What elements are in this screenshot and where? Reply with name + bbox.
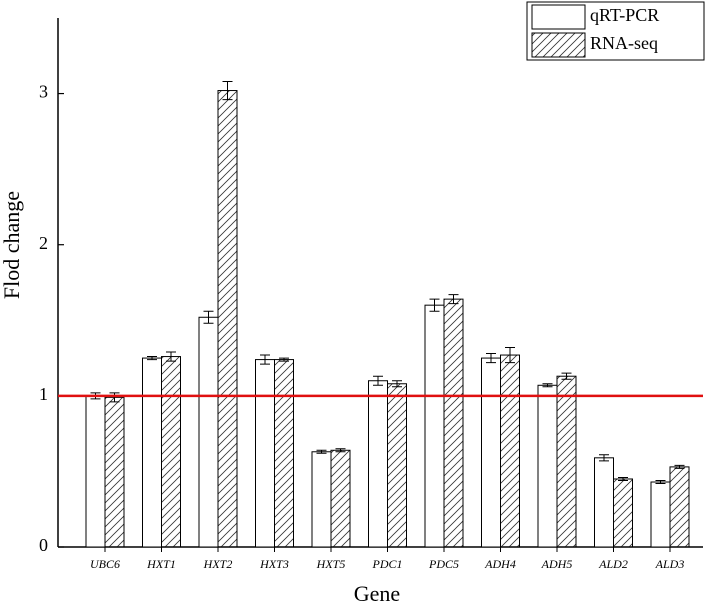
error-bar: [203, 310, 214, 324]
y-tick-label: 2: [39, 233, 48, 253]
x-tick-label: HXT3: [259, 557, 289, 571]
x-tick-label: PDC1: [372, 557, 403, 571]
legend-label: qRT-PCR: [590, 5, 659, 25]
error-bar: [448, 294, 459, 305]
bar: [255, 359, 275, 548]
error-bar: [674, 464, 685, 469]
bar: [424, 304, 445, 548]
error-bar: [599, 454, 609, 462]
bar: [650, 481, 671, 548]
x-tick-label: HXT5: [316, 557, 346, 571]
bar: [537, 384, 558, 548]
bar: [368, 380, 388, 548]
bar: [330, 449, 351, 548]
error-bar: [316, 449, 327, 454]
bar: [443, 298, 464, 548]
bar: [274, 359, 294, 548]
error-bar: [486, 353, 496, 364]
x-tick-label: HXT1: [146, 557, 176, 571]
bar: [217, 90, 238, 548]
x-tick-label: ADH5: [541, 557, 573, 571]
x-tick-label: HXT2: [203, 557, 233, 571]
error-bar: [222, 80, 233, 101]
x-tick-label: PDC5: [428, 557, 459, 571]
y-tick-label: 1: [39, 384, 48, 404]
y-tick-label: 0: [39, 535, 48, 555]
error-bar: [505, 346, 515, 364]
error-bar: [147, 356, 157, 361]
bar: [613, 478, 633, 548]
error-bar: [373, 375, 383, 386]
error-bar: [166, 351, 176, 362]
bar: [104, 396, 125, 548]
error-bar: [655, 479, 666, 485]
legend-swatch: [531, 32, 586, 58]
bar: [198, 316, 219, 548]
y-tick-label: 3: [39, 82, 48, 102]
error-bar: [109, 392, 120, 403]
bar: [556, 375, 577, 548]
bar: [311, 451, 332, 548]
x-tick-label: UBC6: [90, 557, 120, 571]
x-tick-label: ALD2: [598, 557, 628, 571]
x-tick-label: ADH4: [484, 557, 516, 571]
x-axis-label: Gene: [354, 581, 400, 606]
bar: [500, 354, 520, 548]
error-bar: [260, 354, 270, 365]
error-bar: [335, 448, 346, 453]
error-bar: [279, 357, 289, 362]
error-bar: [561, 372, 572, 380]
legend-swatch: [531, 4, 586, 30]
bar: [387, 383, 407, 548]
bar: [669, 466, 690, 548]
error-bar: [429, 298, 440, 312]
bar: [161, 356, 181, 548]
x-tick-label: ALD3: [655, 557, 685, 571]
error-bar: [542, 383, 553, 388]
legend-label: RNA-seq: [590, 33, 658, 53]
bar: [481, 357, 501, 548]
bar: [594, 457, 614, 548]
y-axis-label: Flod change: [0, 191, 24, 299]
error-bar: [618, 476, 628, 481]
bar: [142, 357, 162, 548]
error-bar: [392, 380, 402, 388]
bar: [85, 395, 106, 548]
